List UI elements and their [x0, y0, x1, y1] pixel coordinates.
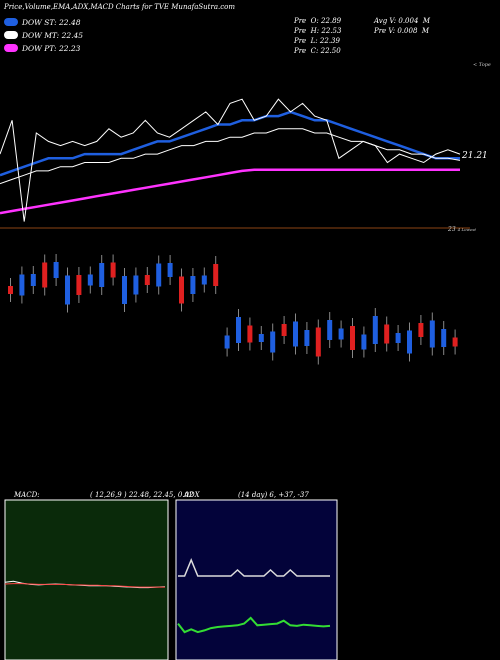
legend-swatch-st	[4, 18, 18, 26]
price-label: 21.21	[461, 151, 488, 161]
adx-label: ADX	[184, 491, 200, 499]
candle-body	[293, 321, 298, 347]
adx-series-dmi	[177, 616, 331, 634]
stat-close: Pre C: 22.50	[294, 47, 341, 55]
candle-body	[30, 274, 36, 286]
legend-swatch-pt	[4, 44, 18, 52]
candle-body	[304, 330, 310, 346]
macd-panel-bg	[4, 499, 169, 660]
candle-body	[338, 328, 344, 340]
candle-body	[395, 333, 401, 343]
candle-body	[179, 276, 184, 304]
price-lines-group	[0, 98, 461, 222]
candle-body	[429, 320, 435, 348]
macd-series-macd	[4, 580, 166, 589]
candle-body	[361, 334, 367, 350]
adx-lines-group	[177, 558, 331, 634]
candles-group	[8, 254, 458, 365]
candle-body	[407, 330, 412, 354]
adx-params: (14 day) 6, +37, -37	[238, 491, 309, 499]
macd-series-signal	[4, 583, 165, 588]
candle-body	[315, 327, 321, 357]
candle-body	[213, 264, 219, 286]
legend-dow-pt: DOW PT: 22.23	[4, 44, 80, 53]
candle-body	[53, 262, 59, 278]
adx-panel-bg	[175, 499, 338, 660]
candle-body	[441, 329, 447, 347]
adx-series-adx	[178, 558, 330, 577]
candle-body	[87, 274, 93, 286]
avg-volume: Avg V: 0.004 M	[374, 17, 431, 25]
candle-body	[8, 286, 13, 294]
candle-body	[372, 316, 378, 344]
candle-body	[350, 326, 355, 350]
candle-body	[122, 276, 127, 304]
candle-body	[42, 262, 48, 288]
candle-body	[167, 263, 173, 277]
candle-body	[65, 275, 70, 305]
candle-body	[247, 325, 253, 343]
candle-body	[76, 275, 82, 295]
prev-volume: Pre V: 0.008 M	[374, 27, 430, 35]
legend-dow-st: DOW ST: 22.48	[4, 18, 81, 27]
macd-lines-group	[4, 580, 166, 589]
candle-body	[133, 275, 139, 295]
candle-body	[99, 263, 105, 287]
candle-body	[144, 275, 150, 285]
candle-body	[156, 263, 162, 287]
candle-body	[327, 320, 333, 340]
candle-body	[452, 337, 458, 347]
candle-body	[201, 275, 207, 285]
candle-body	[281, 324, 287, 336]
legend-swatch-mt	[4, 31, 18, 39]
candle-body	[190, 276, 196, 294]
stat-high: Pre H: 22.53	[294, 27, 342, 35]
candle-body	[236, 317, 241, 343]
bottom-right-label: 23 4 Lowest	[447, 226, 476, 233]
macd-params: ( 12,26,9 ) 22.48, 22.45, 0.02	[90, 491, 194, 499]
candle-body	[110, 262, 116, 278]
macd-label: MACD:	[14, 491, 40, 499]
price-series-dow-st	[0, 110, 460, 177]
candle-body	[258, 334, 264, 342]
price-series-dow-pt	[0, 168, 460, 215]
price-series-close	[0, 98, 461, 222]
candle-body	[418, 323, 424, 337]
chart-title: Price,Volume,EMA,ADX,MACD Charts for TVE…	[4, 3, 236, 11]
stat-open: Pre O: 22.89	[294, 17, 342, 25]
price-chart: < Tope 21.21 23 4 Lowest	[0, 62, 491, 365]
legend-dow-mt: DOW MT: 22.45	[4, 31, 83, 40]
stat-low: Pre L: 22.39	[294, 37, 340, 45]
candle-body	[19, 274, 25, 296]
candle-body	[384, 324, 390, 344]
candle-body	[224, 335, 230, 349]
price-series-dow-mt	[0, 128, 461, 185]
candle-body	[270, 331, 276, 353]
right-top-label: < Tope	[473, 62, 491, 68]
